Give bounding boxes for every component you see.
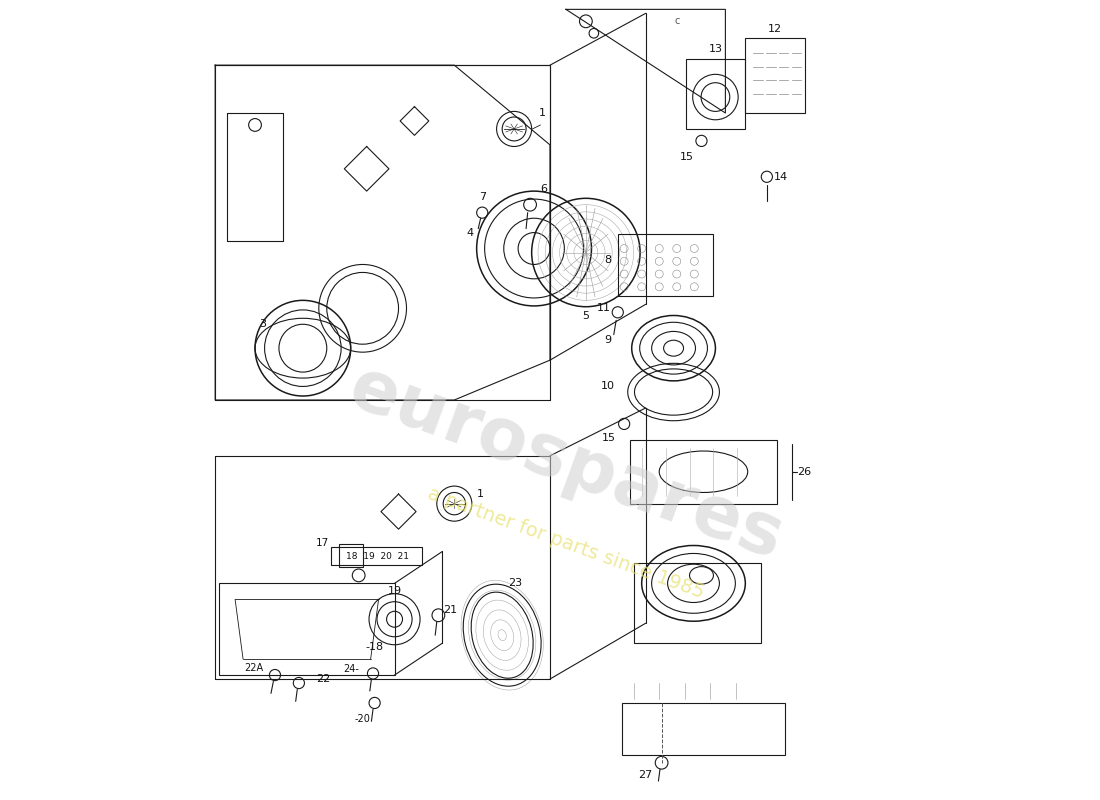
Bar — [634, 563, 761, 643]
Bar — [219, 583, 395, 675]
Text: 27: 27 — [638, 770, 652, 780]
Text: c: c — [675, 16, 680, 26]
Text: 13: 13 — [708, 44, 723, 54]
Text: 22: 22 — [316, 674, 330, 684]
Text: 12: 12 — [768, 24, 782, 34]
Text: 9: 9 — [605, 335, 612, 346]
Text: 24-: 24- — [343, 664, 359, 674]
Text: 11: 11 — [596, 303, 611, 314]
Text: 21: 21 — [443, 605, 458, 614]
Text: -18: -18 — [365, 642, 384, 652]
Text: 4: 4 — [466, 227, 474, 238]
Text: 10: 10 — [601, 381, 615, 390]
Text: -20: -20 — [354, 714, 371, 724]
Bar — [685, 58, 746, 129]
Text: 15: 15 — [602, 434, 616, 443]
Bar — [621, 703, 785, 754]
Text: 23: 23 — [508, 578, 522, 588]
Text: 17: 17 — [316, 538, 329, 549]
Text: 8: 8 — [604, 255, 612, 266]
Text: 22A: 22A — [244, 663, 263, 673]
Text: 26: 26 — [798, 466, 812, 477]
Text: 18  19  20  21: 18 19 20 21 — [345, 552, 408, 561]
Text: 15: 15 — [680, 152, 694, 162]
Text: a partner for parts since 1985: a partner for parts since 1985 — [425, 485, 707, 602]
Text: 7: 7 — [478, 192, 486, 202]
Text: 19: 19 — [387, 586, 402, 596]
Bar — [331, 547, 422, 565]
Text: eurospares: eurospares — [340, 354, 792, 574]
Text: 5: 5 — [582, 311, 590, 322]
Bar — [746, 38, 805, 113]
Text: 6: 6 — [540, 184, 547, 194]
Text: 3: 3 — [260, 319, 266, 330]
Bar — [629, 440, 778, 504]
Bar — [339, 543, 363, 567]
Text: 1: 1 — [539, 108, 546, 118]
Text: 1: 1 — [476, 489, 483, 499]
Text: 14: 14 — [774, 172, 789, 182]
Bar — [618, 234, 714, 296]
